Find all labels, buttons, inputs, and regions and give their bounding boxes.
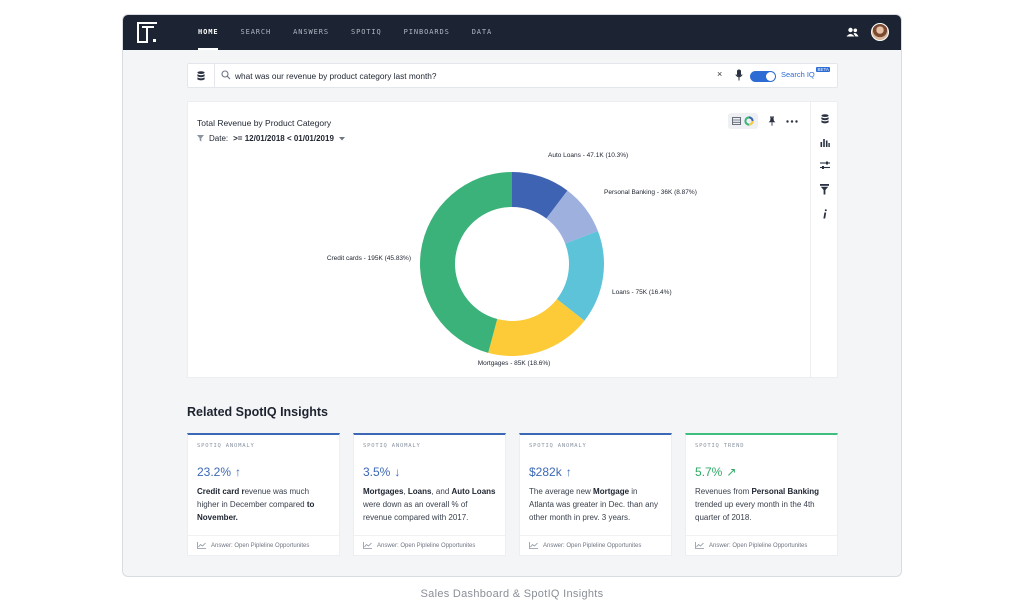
database-icon[interactable] bbox=[820, 114, 829, 124]
arrow-up-icon: ↑ bbox=[235, 465, 242, 479]
nav-tab-answers[interactable]: ANSWERS bbox=[293, 28, 329, 36]
insight-description: The average new Mortgage in Atlanta was … bbox=[529, 487, 658, 522]
nav-tabs: HOME SEARCH ANSWERS SPOTIQ PINBOARDS DAT… bbox=[187, 15, 503, 50]
filter-value: >= 12/01/2018 < 01/01/2019 bbox=[233, 134, 334, 143]
donut-slice-label: Loans - 75K (16.4%) bbox=[612, 289, 672, 296]
donut-slice-label: Mortgages - 85K (18.6%) bbox=[478, 360, 551, 367]
top-navigation: HOME SEARCH ANSWERS SPOTIQ PINBOARDS DAT… bbox=[123, 15, 901, 50]
insight-kicker: SPOTIQ TREND bbox=[695, 443, 745, 449]
search-icon bbox=[221, 70, 231, 80]
insight-footer[interactable]: Answer: Open Pipleline Opportunites bbox=[188, 535, 339, 555]
donut-slice[interactable] bbox=[512, 172, 568, 219]
donut-slice-label: Personal Banking - 36K (8.87%) bbox=[604, 189, 697, 196]
page-caption: Sales Dashboard & SpotIQ Insights bbox=[420, 588, 604, 600]
chart-title: Total Revenue by Product Category bbox=[197, 118, 332, 128]
insight-footer-label: Answer: Open Pipleline Opportunites bbox=[543, 542, 642, 549]
sliders-icon[interactable] bbox=[819, 161, 830, 170]
beta-badge: BETA bbox=[816, 67, 831, 72]
insight-kicker: SPOTIQ ANOMALY bbox=[197, 443, 255, 449]
insight-metric-value: 3.5% bbox=[363, 465, 391, 479]
donut-chart: Auto Loans - 47.1K (10.3%) Personal Banki… bbox=[327, 152, 697, 367]
insight-metric-value: 5.7% bbox=[695, 465, 723, 479]
nav-tab-home[interactable]: HOME bbox=[187, 15, 229, 50]
insight-description: Credit card revenue was much higher in D… bbox=[197, 487, 315, 522]
insight-metric: $282k ↑ bbox=[529, 465, 572, 479]
search-input[interactable] bbox=[235, 67, 705, 84]
chart-toolbar bbox=[728, 113, 798, 129]
nav-tab-data[interactable]: DATA bbox=[471, 28, 493, 36]
line-chart-icon bbox=[695, 542, 704, 549]
insights-section-title: Related SpotIQ Insights bbox=[187, 405, 328, 419]
filter-icon[interactable] bbox=[820, 184, 829, 195]
insight-footer-label: Answer: Open Pipleline Opportunites bbox=[377, 542, 476, 549]
insight-description: Revenues from Personal Banking trended u… bbox=[695, 487, 820, 522]
nav-tab-pinboards[interactable]: PINBOARDS bbox=[403, 28, 450, 36]
app-window: HOME SEARCH ANSWERS SPOTIQ PINBOARDS DAT… bbox=[122, 14, 902, 577]
trend-up-icon: ↗ bbox=[726, 465, 737, 479]
line-chart-icon bbox=[529, 542, 538, 549]
nav-right bbox=[846, 23, 889, 41]
viz-type-switch[interactable] bbox=[728, 113, 758, 129]
nav-tab-search[interactable]: SEARCH bbox=[240, 28, 272, 36]
data-source-button[interactable] bbox=[188, 64, 215, 87]
clear-search-button[interactable]: × bbox=[717, 69, 723, 79]
insight-card[interactable]: SPOTIQ ANOMALY 3.5% ↓ Mortgages, Loans, … bbox=[353, 433, 506, 556]
insight-metric-value: $282k bbox=[529, 465, 562, 479]
insight-footer[interactable]: Answer: Open Pipleline Opportunites bbox=[354, 535, 505, 555]
date-filter[interactable]: Date: >= 12/01/2018 < 01/01/2019 bbox=[197, 134, 345, 143]
searchiq-label: Search IQ bbox=[781, 70, 815, 79]
donut-slice[interactable] bbox=[546, 190, 598, 244]
insight-metric: 5.7% ↗ bbox=[695, 465, 736, 479]
insight-kicker: SPOTIQ ANOMALY bbox=[363, 443, 421, 449]
insight-metric: 23.2% ↑ bbox=[197, 465, 241, 479]
nav-tab-spotiq[interactable]: SPOTIQ bbox=[350, 28, 382, 36]
insight-card[interactable]: SPOTIQ TREND 5.7% ↗ Revenues from Person… bbox=[685, 433, 838, 556]
avatar[interactable] bbox=[871, 23, 889, 41]
filter-icon bbox=[197, 135, 204, 142]
insight-footer[interactable]: Answer: Open Pipleline Opportunites bbox=[520, 535, 671, 555]
insight-footer[interactable]: Answer: Open Pipleline Opportunites bbox=[686, 535, 837, 555]
pin-icon[interactable] bbox=[768, 116, 776, 126]
donut-slice-label: Auto Loans - 47.1K (10.3%) bbox=[548, 152, 628, 159]
arrow-down-icon: ↓ bbox=[394, 465, 401, 479]
arrow-up-icon: ↑ bbox=[565, 465, 572, 479]
insight-description: Mortgages, Loans, and Auto Loans were do… bbox=[363, 487, 496, 522]
insight-footer-label: Answer: Open Pipleline Opportunites bbox=[211, 542, 310, 549]
insights-list: SPOTIQ ANOMALY 23.2% ↑ Credit card reven… bbox=[187, 433, 838, 556]
search-bar: × Search IQ BETA bbox=[187, 63, 838, 88]
microphone-icon[interactable] bbox=[735, 69, 743, 81]
insight-metric: 3.5% ↓ bbox=[363, 465, 400, 479]
insight-card[interactable]: SPOTIQ ANOMALY $282k ↑ The average new M… bbox=[519, 433, 672, 556]
line-chart-icon bbox=[197, 542, 206, 549]
donut-slice[interactable] bbox=[556, 231, 604, 321]
donut-slice-label: Credit cards - 195K (45.83%) bbox=[327, 255, 411, 262]
chart-card: Total Revenue by Product Category Date: … bbox=[187, 101, 838, 378]
insight-metric-value: 23.2% bbox=[197, 465, 232, 479]
database-icon bbox=[197, 70, 205, 80]
insight-footer-label: Answer: Open Pipleline Opportunites bbox=[709, 542, 808, 549]
searchiq-toggle[interactable] bbox=[750, 71, 776, 82]
users-icon[interactable] bbox=[846, 27, 859, 37]
donut-chart-icon[interactable] bbox=[744, 116, 754, 126]
table-icon[interactable] bbox=[731, 117, 741, 125]
more-options-icon[interactable] bbox=[786, 119, 798, 123]
logo-icon[interactable] bbox=[137, 22, 157, 43]
line-chart-icon bbox=[363, 542, 372, 549]
donut-slice[interactable] bbox=[420, 172, 512, 353]
filter-label: Date: bbox=[209, 134, 229, 143]
insight-card[interactable]: SPOTIQ ANOMALY 23.2% ↑ Credit card reven… bbox=[187, 433, 340, 556]
bar-chart-icon[interactable] bbox=[820, 138, 830, 147]
donut-slice[interactable] bbox=[488, 299, 585, 356]
chart-side-rail bbox=[810, 102, 838, 377]
chevron-down-icon bbox=[338, 136, 345, 140]
insight-kicker: SPOTIQ ANOMALY bbox=[529, 443, 587, 449]
info-icon[interactable] bbox=[822, 209, 828, 219]
